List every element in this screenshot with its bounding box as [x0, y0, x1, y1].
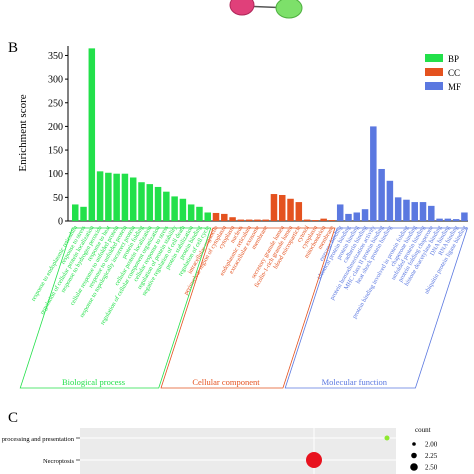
- dot-rows: Antigen processing and presentation Necro…: [0, 435, 390, 468]
- bar-mf: [461, 212, 468, 221]
- dot-point: [384, 435, 390, 441]
- bar-bp: [146, 184, 154, 221]
- bar-cc: [254, 219, 261, 221]
- bar-mf: [386, 180, 394, 221]
- bar-cc: [245, 219, 253, 221]
- bar-mf: [394, 197, 402, 221]
- group-bracket-mf: [284, 227, 468, 389]
- x-tick-labels: response to endoplasmic reticulumrespons…: [30, 224, 468, 326]
- y-tick-label: 250: [48, 98, 63, 109]
- y-tick-label: 200: [48, 122, 63, 133]
- network-node-pink: [229, 0, 255, 16]
- bar-cc: [262, 219, 269, 221]
- legend-label: MF: [448, 82, 461, 92]
- panel-b-label: B: [8, 40, 18, 56]
- size-legend-label: 2.25: [425, 452, 438, 460]
- bar-mf: [444, 218, 452, 221]
- bar-cc: [279, 194, 286, 221]
- bar-bp: [121, 173, 129, 221]
- dot-row-label: Necroptosis: [43, 458, 75, 465]
- size-legend-title: count: [415, 426, 431, 434]
- size-legend-dot: [412, 442, 416, 446]
- bar-bp: [129, 177, 137, 221]
- size-legend-dot: [410, 463, 418, 471]
- bar-bp: [138, 182, 145, 221]
- bar-mf: [419, 202, 427, 221]
- bar-mf: [452, 219, 460, 221]
- bar-bp: [72, 204, 79, 221]
- y-ticks: 0 50 100 150 200 250 300 350: [48, 51, 68, 228]
- bar-bp: [80, 206, 87, 221]
- bar-bp: [96, 171, 104, 221]
- group-bracket-cc: [160, 227, 336, 389]
- legend: BP CC MF: [425, 54, 461, 92]
- y-tick-label: 150: [48, 146, 63, 157]
- bars: [72, 48, 468, 221]
- y-tick-label: 0: [58, 217, 63, 228]
- dot-point: [306, 452, 322, 468]
- bar-bp: [196, 206, 203, 221]
- y-tick-label: 300: [48, 75, 63, 86]
- bar-bp: [88, 48, 96, 221]
- bar-cc: [221, 213, 228, 221]
- panel-c-label: C: [8, 410, 18, 426]
- bar-cc: [287, 198, 294, 221]
- bar-mf: [361, 209, 369, 221]
- size-legend: count 2.00 2.25 2.50: [410, 426, 438, 472]
- size-legend-label: 2.00: [425, 441, 438, 449]
- legend-swatch: [425, 68, 443, 76]
- bar-cc: [212, 212, 220, 221]
- bar-cc: [312, 220, 319, 221]
- bar-bp: [154, 186, 162, 221]
- bar-mf: [345, 213, 352, 221]
- bar-mf: [403, 199, 410, 221]
- group-bracket-bp: [19, 227, 212, 389]
- bar-cc: [295, 202, 303, 221]
- y-tick-label: 350: [48, 51, 63, 62]
- bar-mf: [353, 212, 361, 221]
- legend-swatch: [425, 82, 443, 90]
- y-axis-title: Enrichment score: [17, 94, 29, 171]
- category-groups: Biological process Cellular component Mole…: [19, 227, 468, 389]
- size-legend-dot: [411, 452, 417, 459]
- bar-mf: [411, 202, 418, 221]
- network-fragment: [229, 0, 303, 19]
- bar-mf: [436, 218, 443, 221]
- bar-mf: [378, 168, 385, 221]
- bar-mf: [428, 205, 435, 221]
- group-label: Biological process: [62, 377, 125, 387]
- kegg-dot-plot: Antigen processing and presentation Necro…: [0, 426, 438, 474]
- y-tick-label: 100: [48, 169, 63, 180]
- group-label: Molecular function: [322, 377, 388, 387]
- bar-bp: [105, 172, 112, 221]
- enrichment-bar-chart: 0 50 100 150 200 250 300 350 Enrichment score r…: [17, 46, 468, 389]
- bar-cc: [237, 219, 245, 221]
- size-legend-label: 2.50: [425, 464, 438, 472]
- bar-bp: [187, 204, 195, 221]
- legend-swatch: [425, 54, 443, 62]
- bar-mf: [336, 204, 344, 221]
- group-label: Cellular component: [192, 377, 260, 387]
- bar-cc: [229, 217, 236, 221]
- bar-bp: [179, 198, 187, 221]
- bar-bp: [113, 173, 120, 221]
- bar-cc: [320, 218, 327, 221]
- bar-bp: [171, 196, 178, 221]
- bar-bp: [204, 212, 211, 221]
- bar-cc: [270, 194, 278, 221]
- dot-row-label: Antigen processing and presentation: [0, 436, 75, 443]
- bar-mf: [370, 126, 377, 221]
- dot-plot-panel: [80, 428, 396, 474]
- bar-bp: [163, 191, 170, 221]
- legend-label: BP: [448, 54, 459, 64]
- bar-cc: [303, 219, 311, 221]
- bar-cc: [328, 220, 336, 221]
- network-node-green: [275, 0, 303, 19]
- y-tick-label: 50: [53, 193, 63, 204]
- legend-label: CC: [448, 68, 460, 78]
